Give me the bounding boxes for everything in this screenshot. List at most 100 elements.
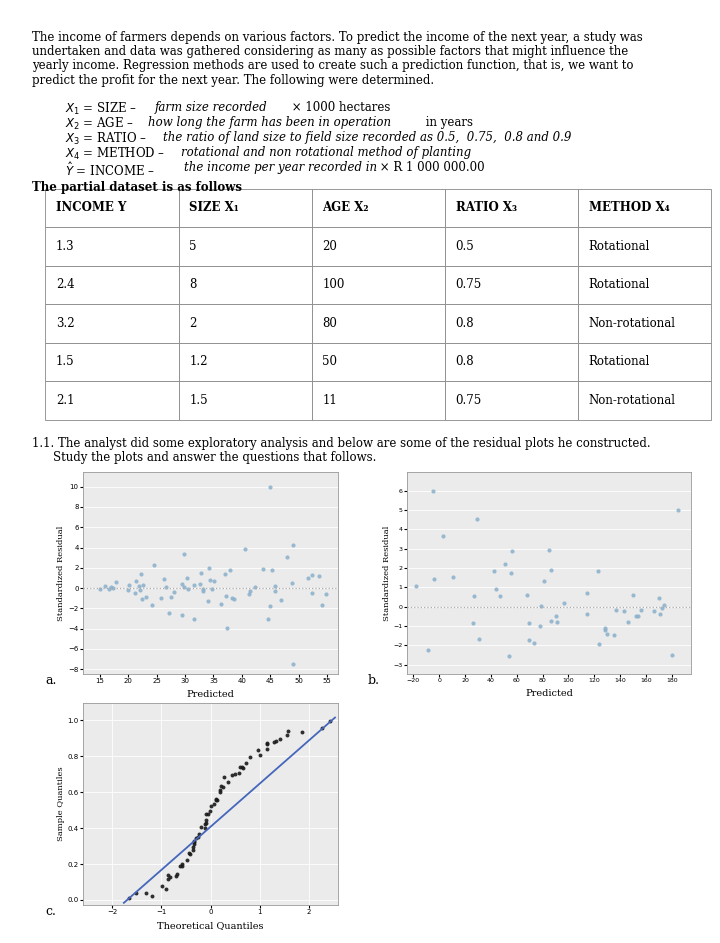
Point <box>130 573 142 588</box>
Point <box>211 793 222 808</box>
X-axis label: Predicted: Predicted <box>525 689 573 698</box>
Point <box>140 589 152 604</box>
Point <box>184 846 196 861</box>
Point <box>133 578 145 593</box>
Point <box>165 589 176 604</box>
Point <box>158 571 170 587</box>
Point <box>600 620 611 636</box>
Point <box>581 606 593 621</box>
Point <box>659 598 670 613</box>
Point <box>428 571 440 587</box>
Point <box>423 642 434 657</box>
Point <box>317 598 328 613</box>
Point <box>200 815 212 830</box>
Point <box>168 585 179 600</box>
Text: c.: c. <box>45 905 56 918</box>
Point <box>160 881 171 896</box>
Point <box>503 648 515 663</box>
Point <box>282 550 293 565</box>
Point <box>202 806 214 821</box>
Point <box>545 562 557 577</box>
Point <box>254 748 266 763</box>
Point <box>188 611 199 626</box>
Point <box>202 594 214 609</box>
Point <box>130 885 142 901</box>
Y-axis label: Standardized Residual: Standardized Residual <box>58 525 66 620</box>
Point <box>534 618 546 633</box>
Point <box>187 839 199 854</box>
Point <box>222 620 233 636</box>
Point <box>123 891 135 906</box>
Point <box>324 714 336 729</box>
Text: predict the profit for the next year. The following were determined.: predict the profit for the next year. Th… <box>32 74 435 87</box>
Point <box>163 605 174 620</box>
Point <box>201 806 212 821</box>
Text: × R 1 000 000.00: × R 1 000 000.00 <box>376 161 485 174</box>
Point <box>262 611 274 626</box>
Text: yearly income. Regression methods are used to create such a prediction function,: yearly income. Regression methods are us… <box>32 59 634 73</box>
Point <box>461 415 472 430</box>
Point <box>536 598 547 613</box>
Point <box>235 759 246 774</box>
Point <box>528 636 540 651</box>
Point <box>222 775 234 790</box>
Point <box>171 867 182 882</box>
Point <box>99 579 111 594</box>
Point <box>187 842 199 857</box>
Text: in years: in years <box>422 116 473 129</box>
Point <box>648 604 660 619</box>
Point <box>138 577 149 592</box>
Point <box>155 590 166 605</box>
Point <box>227 768 238 783</box>
Point <box>653 590 665 605</box>
Point <box>521 587 532 603</box>
Point <box>427 483 438 498</box>
Point <box>129 586 140 601</box>
Point <box>506 543 518 558</box>
Point <box>599 623 611 638</box>
Y-axis label: Standardized Residual: Standardized Residual <box>382 525 391 620</box>
Point <box>618 604 630 619</box>
Point <box>302 571 313 586</box>
Point <box>240 755 251 770</box>
Point <box>105 580 117 595</box>
Point <box>146 889 158 904</box>
Point <box>287 656 299 671</box>
Point <box>490 581 502 596</box>
Text: how long the farm has been in operation: how long the farm has been in operation <box>148 116 391 129</box>
Text: The partial dataset is as follows: The partial dataset is as follows <box>32 181 243 194</box>
Point <box>271 734 282 749</box>
Point <box>217 780 229 795</box>
Point <box>287 575 298 590</box>
Point <box>608 628 620 643</box>
Point <box>313 569 325 584</box>
Point <box>463 685 474 700</box>
Text: $X_3$ = RATIO –: $X_3$ = RATIO – <box>65 131 148 147</box>
Point <box>215 596 227 611</box>
Point <box>176 856 188 871</box>
Point <box>282 727 293 742</box>
Point <box>140 885 152 901</box>
Text: $X_1$ = SIZE –: $X_1$ = SIZE – <box>65 101 138 117</box>
Text: the ratio of land size to field size recorded as 0.5,  0.75,  0.8 and 0.9: the ratio of land size to field size rec… <box>163 131 571 144</box>
Point <box>410 578 422 593</box>
Y-axis label: Sample Quantiles: Sample Quantiles <box>57 767 65 841</box>
Point <box>199 817 211 832</box>
Point <box>123 577 135 592</box>
Point <box>228 591 240 606</box>
Point <box>471 511 482 526</box>
Text: the income per year recorded in: the income per year recorded in <box>184 161 377 174</box>
Point <box>494 588 505 604</box>
Point <box>654 606 665 621</box>
Point <box>162 871 174 886</box>
Point <box>666 648 678 663</box>
Point <box>274 732 286 747</box>
Text: $X_4$ = METHOD –: $X_4$ = METHOD – <box>65 146 166 162</box>
Point <box>316 720 328 736</box>
Point <box>207 582 218 597</box>
Text: Study the plots and answer the questions that follows.: Study the plots and answer the questions… <box>53 451 376 464</box>
Point <box>244 749 256 764</box>
Point <box>195 565 207 580</box>
Point <box>221 588 233 604</box>
Point <box>283 723 294 738</box>
